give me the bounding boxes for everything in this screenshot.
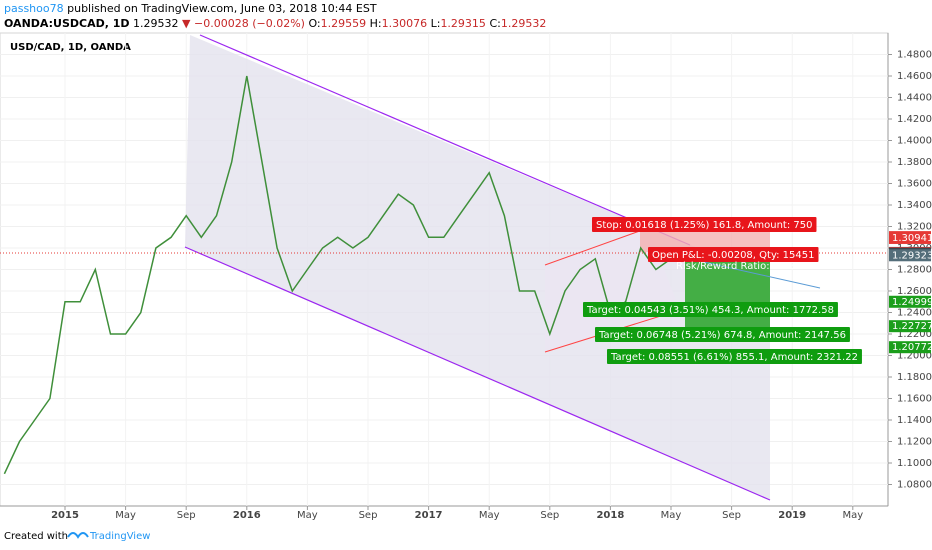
price-line	[3, 75, 687, 475]
y-tick-label: 1.28000	[897, 265, 932, 276]
symbol-part: 1.29559	[321, 17, 367, 30]
y-tick-label: 1.40000	[897, 136, 932, 147]
annotation-text: Target: 0.06748 (5.21%) 674.8, Amount: 2…	[598, 330, 846, 341]
chart-title: USD/CAD, 1D, OANDA	[10, 42, 131, 53]
price-badge-label: 1.24999	[892, 297, 932, 308]
y-tick-label: 1.24000	[897, 308, 932, 319]
annotation-text: Risk/Reward Ratio: 5.28	[676, 261, 795, 272]
y-tick-label: 1.42000	[897, 114, 932, 125]
symbol-part: OANDA:USDCAD, 1D	[4, 17, 130, 30]
price-badge-label: 1.29323	[892, 250, 932, 261]
x-tick-label: May	[297, 510, 318, 521]
footer-created: Created with	[4, 531, 68, 542]
x-tick-label: May	[115, 510, 136, 521]
price-badge	[889, 341, 931, 354]
symbol-part: 1.29315	[440, 17, 486, 30]
wedge-fill	[545, 228, 680, 352]
x-tick-label: 2017	[415, 510, 443, 521]
y-tick-label: 1.32000	[897, 222, 932, 233]
y-tick-label: 1.38000	[897, 157, 932, 168]
x-tick-label: Sep	[540, 510, 559, 521]
y-tick-label: 1.26000	[897, 286, 932, 297]
publisher-name: passhoo78	[4, 2, 64, 15]
symbol-part: 1.29532	[133, 17, 179, 30]
symbol-line: OANDA:USDCAD, 1D 1.29532 ▼ −0.00028 (−0.…	[4, 17, 546, 30]
y-tick-label: 1.16000	[897, 394, 932, 405]
y-tick-label: 1.20000	[897, 351, 932, 362]
annotation-box	[592, 217, 817, 232]
published: published on TradingView.com, June 03, 2…	[67, 2, 377, 15]
x-tick-label: May	[842, 510, 863, 521]
symbol-part: L:	[431, 17, 441, 30]
y-tick-label: 1.18000	[897, 372, 932, 383]
annotation-text: Target: 0.04543 (3.51%) 454.3, Amount: 1…	[586, 305, 834, 316]
annotation-box	[595, 327, 850, 342]
channel-fill	[185, 35, 770, 500]
brand-logo	[67, 532, 89, 539]
price-badge	[889, 249, 931, 262]
publisher: passhoo78 published on TradingView.com, …	[4, 2, 377, 15]
footer-brand: TradingView	[89, 531, 150, 542]
y-tick-label: 1.08000	[897, 480, 932, 491]
x-tick-label: May	[479, 510, 500, 521]
x-tick-label: 2018	[596, 510, 624, 521]
annotation-box	[648, 247, 819, 262]
annotation-box	[607, 349, 862, 364]
price-badge	[889, 295, 931, 308]
channel-lower	[184, 246, 771, 501]
annotation-text: Open P&L: -0.00208, Qty: 15451	[652, 250, 815, 261]
x-tick-label: May	[661, 510, 682, 521]
y-tick-label: 1.46000	[897, 71, 932, 82]
y-tick-label: 1.10000	[897, 458, 932, 469]
symbol-part: 1.29532	[501, 17, 547, 30]
symbol-part: O:	[308, 17, 320, 30]
x-tick-label: Sep	[359, 510, 378, 521]
x-tick-label: 2015	[51, 510, 79, 521]
annotation-text: Target: 0.08551 (6.61%) 855.1, Amount: 2…	[610, 352, 858, 363]
price-badge-label: 1.30941	[892, 233, 932, 244]
symbol-part: ▼ −0.00028 (−0.02%)	[182, 17, 305, 30]
y-tick-label: 1.44000	[897, 93, 932, 104]
annotation-box	[583, 302, 838, 317]
y-tick-label: 1.34000	[897, 200, 932, 211]
symbol-part: 1.30076	[382, 17, 428, 30]
y-tick-label: 1.14000	[897, 415, 932, 426]
price-badge-label: 1.22727	[892, 321, 932, 332]
price-badge	[889, 231, 931, 244]
channel-upper	[199, 34, 691, 246]
y-tick-label: 1.22000	[897, 329, 932, 340]
wedge-upper	[544, 227, 649, 266]
x-tick-label: Sep	[177, 510, 196, 521]
x-tick-label: 2016	[233, 510, 261, 521]
symbol-part: C:	[489, 17, 500, 30]
annotation-text: Stop: 0.01618 (1.25%) 161.8, Amount: 750	[596, 220, 812, 231]
y-tick-label: 1.48000	[897, 50, 932, 61]
x-tick-label: Sep	[722, 510, 741, 521]
y-tick-label: 1.36000	[897, 179, 932, 190]
symbol-part: H:	[370, 17, 382, 30]
x-tick-label: 2019	[778, 510, 806, 521]
price-badge	[889, 320, 931, 333]
price-badge-label: 1.20772	[892, 342, 932, 353]
y-tick-label: 1.12000	[897, 437, 932, 448]
